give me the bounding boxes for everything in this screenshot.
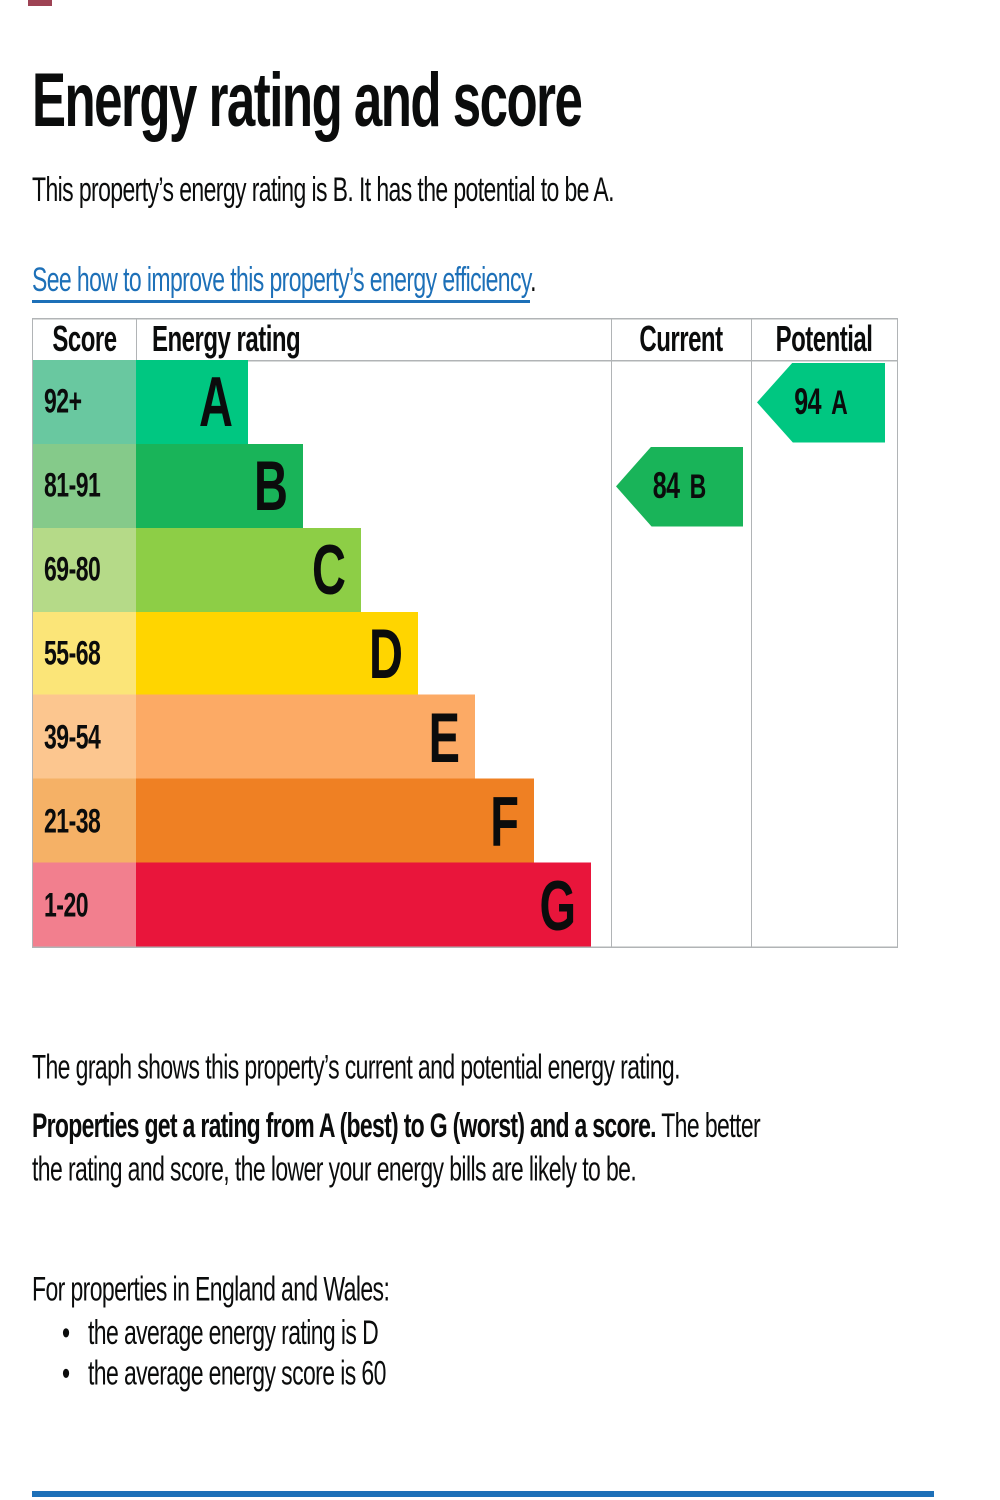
- band-bar-g: G: [136, 862, 591, 947]
- current-column-divider: [611, 319, 612, 947]
- score-cell-d: 55-68: [33, 611, 136, 696]
- band-bar-a: A: [136, 360, 248, 444]
- band-bar-e: E: [136, 695, 475, 779]
- section-divider: [32, 1491, 934, 1497]
- energy-rating-chart: Score Energy rating Current Potential 92…: [32, 318, 898, 948]
- band-row-f: 21-38 F: [33, 778, 897, 863]
- improve-link-line: See how to improve this property’s energ…: [32, 258, 536, 303]
- band-bar-b: B: [136, 443, 303, 528]
- column-header-rating: Energy rating: [152, 318, 301, 360]
- rating-explanation: Properties get a rating from A (best) to…: [32, 1104, 761, 1191]
- band-row-a: 92+ A: [33, 360, 897, 444]
- region-note: For properties in England and Wales:: [32, 1269, 390, 1308]
- rating-explanation-bold: Properties get a rating from A (best) to…: [32, 1105, 657, 1145]
- band-row-d: 55-68 D: [33, 611, 897, 696]
- score-column-divider: [136, 319, 137, 360]
- list-item-average-score: the average energy score is 60: [32, 1353, 386, 1394]
- current-band: B: [689, 466, 707, 506]
- band-bar-c: C: [136, 527, 361, 612]
- band-letter-c: C: [312, 529, 346, 610]
- column-header-potential: Potential: [775, 318, 873, 360]
- improve-efficiency-link[interactable]: See how to improve this property’s energ…: [32, 259, 531, 303]
- band-row-g: 1-20 G: [33, 862, 897, 947]
- page-title: Energy rating and score: [32, 57, 583, 143]
- potential-column-divider: [751, 319, 752, 947]
- score-cell-f: 21-38: [33, 778, 136, 863]
- rating-explanation-rest: The better: [661, 1105, 761, 1145]
- graph-caption: The graph shows this property’s current …: [32, 1047, 680, 1086]
- header-divider: [33, 360, 897, 362]
- list-item-average-rating: the average energy rating is D: [32, 1313, 386, 1354]
- potential-band: A: [831, 382, 848, 422]
- band-letter-g: G: [539, 864, 576, 945]
- score-cell-c: 69-80: [33, 527, 136, 612]
- potential-score: 94: [794, 380, 822, 423]
- band-bar-d: D: [136, 611, 418, 696]
- band-row-b: 81-91 B: [33, 443, 897, 528]
- band-letter-f: F: [490, 781, 519, 861]
- band-bar-f: F: [136, 778, 534, 863]
- score-cell-b: 81-91: [33, 443, 136, 528]
- band-row-e: 39-54 E: [33, 695, 897, 779]
- column-header-current: Current: [639, 318, 723, 360]
- band-letter-d: D: [369, 613, 403, 693]
- column-header-score: Score: [52, 318, 117, 360]
- band-letter-e: E: [428, 697, 460, 777]
- score-cell-e: 39-54: [33, 695, 136, 779]
- rating-explanation-line1: Properties get a rating from A (best) to…: [32, 1104, 761, 1148]
- score-cell-a: 92+: [33, 360, 136, 444]
- top-edge-artifact: [28, 0, 52, 6]
- band-row-c: 69-80 C: [33, 527, 897, 612]
- band-letter-a: A: [199, 362, 233, 442]
- intro-text: This property’s energy rating is B. It h…: [32, 169, 615, 209]
- band-letter-b: B: [254, 445, 288, 526]
- rating-explanation-line2: the rating and score, the lower your ene…: [32, 1149, 637, 1188]
- score-cell-g: 1-20: [33, 862, 136, 947]
- averages-list: the average energy rating is D the avera…: [32, 1313, 386, 1394]
- current-score: 84: [652, 464, 680, 507]
- link-period: .: [530, 259, 536, 299]
